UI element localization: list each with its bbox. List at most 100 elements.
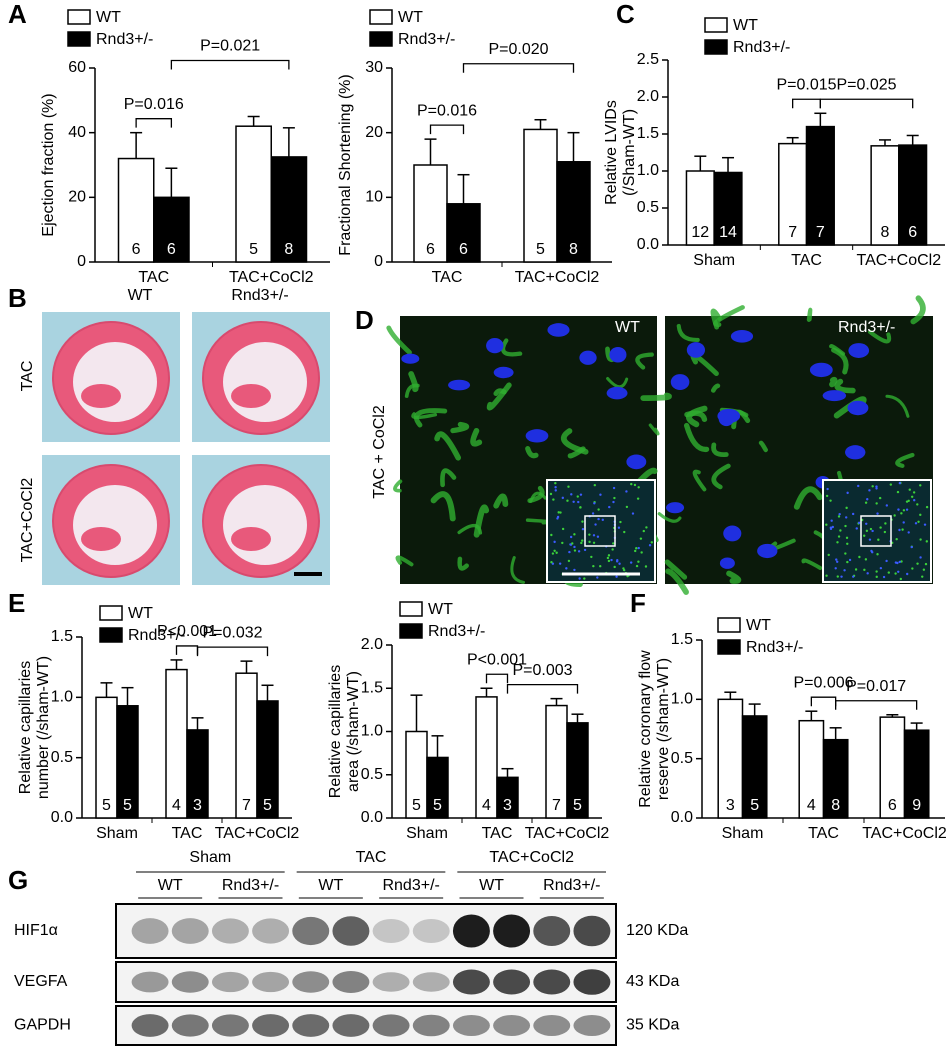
lane-label: Rnd3+/- (543, 877, 600, 894)
inset-dot (599, 493, 602, 496)
inset-dot (901, 528, 904, 531)
n-label: 5 (249, 241, 258, 258)
inset-dot (611, 548, 614, 551)
inset-dot (596, 535, 600, 538)
inset-dot (825, 523, 828, 526)
inset-dot (879, 566, 883, 570)
p-value: P=0.016 (124, 96, 184, 113)
legend-label: Rnd3+/- (128, 627, 185, 644)
inset-dot (612, 542, 615, 545)
inset-dot (572, 500, 575, 503)
n-label: 5 (102, 797, 111, 814)
inset-dot (836, 560, 839, 564)
x-tick-label: TAC+CoCl2 (862, 825, 947, 842)
inset-dot (908, 488, 911, 491)
x-tick-label: TAC+CoCl2 (525, 825, 610, 842)
inset-dot (592, 541, 596, 545)
inset-dot (907, 499, 910, 503)
inset-dot (924, 562, 928, 566)
y-tick-label: 20 (68, 189, 86, 206)
inset-dot (830, 519, 833, 522)
legend-swatch (369, 31, 393, 47)
inset-dot (581, 527, 585, 531)
inset-dot (919, 484, 922, 487)
membrane-stain (529, 491, 547, 503)
inset-dot (906, 572, 909, 576)
blot-band (573, 915, 611, 947)
bar (566, 722, 589, 819)
inset-dot (608, 505, 611, 509)
membrane-stain (413, 408, 448, 428)
inset-dot (550, 533, 553, 537)
inset-dot (857, 484, 860, 488)
y-tick-label: 0.5 (361, 766, 383, 783)
size-label: 35 KDa (626, 1017, 679, 1034)
inset-dot (846, 560, 849, 564)
inset-dot (558, 562, 562, 565)
nucleus (579, 350, 597, 365)
blot-band (252, 971, 290, 993)
inset-dot (554, 486, 557, 489)
legend-label: Rnd3+/- (746, 639, 803, 656)
legend-label: Rnd3+/- (428, 623, 485, 640)
inset-dot (635, 547, 638, 550)
bar (475, 696, 498, 819)
protein-label: VEGFA (14, 973, 68, 990)
inset-dot (914, 522, 918, 525)
legend-label: Rnd3+/- (96, 31, 153, 48)
membrane-stain (834, 378, 856, 394)
bar (822, 738, 849, 819)
p-value: P=0.015 (776, 76, 836, 93)
inset-dot (637, 560, 640, 563)
inset-dot (925, 505, 929, 509)
blot-band (533, 969, 571, 995)
n-label: 8 (569, 241, 578, 258)
y-axis-label: Relative coronary flow (637, 650, 654, 808)
inset-dot (837, 535, 841, 538)
inset-dot (869, 527, 873, 531)
legend-swatch (67, 31, 91, 47)
nucleus (547, 323, 570, 337)
inset-dot (905, 508, 909, 511)
y-tick-label: 0 (77, 253, 86, 270)
y-axis-label: Relative capillaries (17, 661, 34, 794)
nucleus (730, 330, 754, 343)
septum (81, 527, 121, 551)
septum (231, 527, 271, 551)
nucleus (717, 408, 741, 424)
bar (805, 125, 835, 246)
inset-dot (567, 559, 571, 563)
inset-dot (612, 500, 615, 504)
inset-dot (897, 570, 900, 574)
n-label: 5 (433, 797, 442, 814)
blot-band (252, 918, 290, 944)
nucleus (606, 386, 628, 400)
n-label: 6 (426, 241, 435, 258)
significance-bracket (810, 696, 837, 707)
n-label: 5 (573, 797, 582, 814)
inset-dot (866, 572, 869, 575)
inset-dot (876, 553, 879, 556)
panel-label: G (8, 865, 28, 895)
bar (556, 161, 591, 263)
n-label: 5 (263, 797, 272, 814)
significance-bracket (506, 683, 579, 694)
membrane-stain (664, 559, 688, 580)
inset-dot (607, 554, 611, 557)
legend-swatch (99, 627, 123, 643)
septum (231, 384, 271, 408)
blot-band (372, 972, 410, 992)
n-label: 4 (172, 797, 181, 814)
inset-dot (826, 487, 829, 491)
n-label: 5 (536, 241, 545, 258)
y-tick-label: 1.0 (51, 689, 73, 706)
inset-dot (549, 492, 553, 496)
significance-bracket (792, 98, 821, 109)
inset-dot (844, 552, 847, 555)
inset-dot (883, 530, 887, 534)
inset-dot (896, 490, 900, 494)
x-tick-label: TAC (432, 269, 463, 286)
inset-dot (630, 482, 633, 486)
membrane-stain (831, 347, 849, 375)
